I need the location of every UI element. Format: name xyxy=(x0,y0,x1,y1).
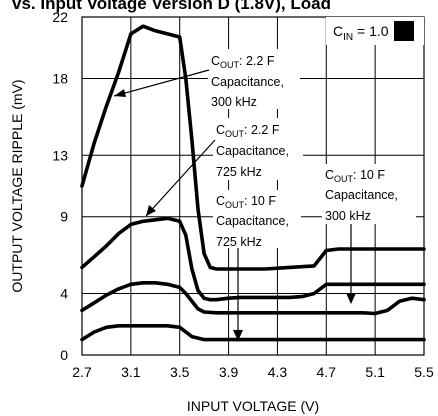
annotations: COUT: 2.2 F Capacitance, 300 kHz COUT: 2… xyxy=(208,49,416,249)
annotation-4-line-3: 300 kHz xyxy=(325,209,371,223)
annotation-1-line-1: COUT: 2.2 F xyxy=(211,54,275,70)
x-tick-labels: 2.7 3.1 3.5 3.9 4.3 4.7 5.1 5.5 xyxy=(72,364,434,380)
series-line-2 xyxy=(80,216,426,302)
chart-title: vs. Input Voltage Version D (1.8V), Load xyxy=(12,0,331,13)
y-tick-label: 4 xyxy=(60,286,68,302)
arrowhead-annotation-3 xyxy=(233,330,243,341)
annotation-3-line-1: COUT: 10 F xyxy=(216,194,276,210)
x-tick-label: 4.7 xyxy=(317,364,337,380)
y-tick-label: 18 xyxy=(52,70,68,86)
x-tick-label: 3.5 xyxy=(170,364,190,380)
annotation-arrows xyxy=(113,69,356,341)
annotation-2-background xyxy=(213,118,303,180)
series-layer xyxy=(80,24,426,342)
series-line-3 xyxy=(80,280,426,316)
x-tick-label: 4.3 xyxy=(268,364,288,380)
arrow-annotation-1 xyxy=(113,69,210,97)
y-tick-label: 22 xyxy=(52,9,68,25)
x-tick-label: 3.1 xyxy=(121,364,141,380)
annotation-1-background xyxy=(208,49,300,109)
annotation-2-line-1: COUT: 2.2 F xyxy=(216,123,280,139)
arrowhead-annotation-1 xyxy=(114,89,126,97)
arrowhead-annotation-4 xyxy=(346,293,356,304)
annotation-2-line-2: Capacitance, xyxy=(216,144,289,158)
arrow-annotation-2 xyxy=(145,139,216,217)
x-tick-label: 5.5 xyxy=(414,364,434,380)
cin-legend-swatch xyxy=(394,21,414,41)
annotation-3-line-2: Capacitance, xyxy=(216,214,289,228)
y-tick-label: 9 xyxy=(60,209,68,225)
arrowhead-annotation-2 xyxy=(146,205,156,216)
annotation-4-line-1: COUT: 10 F xyxy=(325,168,385,184)
annotation-2-line-3: 725 kHz xyxy=(216,165,262,179)
cin-legend-label: CIN = 1.0 xyxy=(333,23,389,43)
annotation-1-line-2: Capacitance, xyxy=(211,75,284,89)
y-tick-label: 13 xyxy=(52,147,68,163)
series-line-1 xyxy=(80,24,426,271)
x-axis-label: INPUT VOLTAGE (V) xyxy=(187,398,319,414)
annotation-1-line-3: 300 kHz xyxy=(211,95,257,109)
annotation-3-line-3: 725 kHz xyxy=(216,235,262,249)
annotation-4-background xyxy=(322,164,416,224)
x-tick-label: 5.1 xyxy=(365,364,385,380)
annotation-3-background xyxy=(213,190,301,248)
x-tick-label: 2.7 xyxy=(72,364,92,380)
y-axis-label: OUTPUT VOLTAGE RIPPLE (mV) xyxy=(9,79,25,292)
x-tick-label: 3.9 xyxy=(219,364,239,380)
series-line-4 xyxy=(80,323,426,342)
y-tick-label: 0 xyxy=(60,347,68,363)
cin-legend: CIN = 1.0 xyxy=(326,17,424,45)
annotation-4-line-2: Capacitance, xyxy=(325,188,398,202)
y-tick-labels: 0 4 9 13 18 22 xyxy=(52,9,68,363)
